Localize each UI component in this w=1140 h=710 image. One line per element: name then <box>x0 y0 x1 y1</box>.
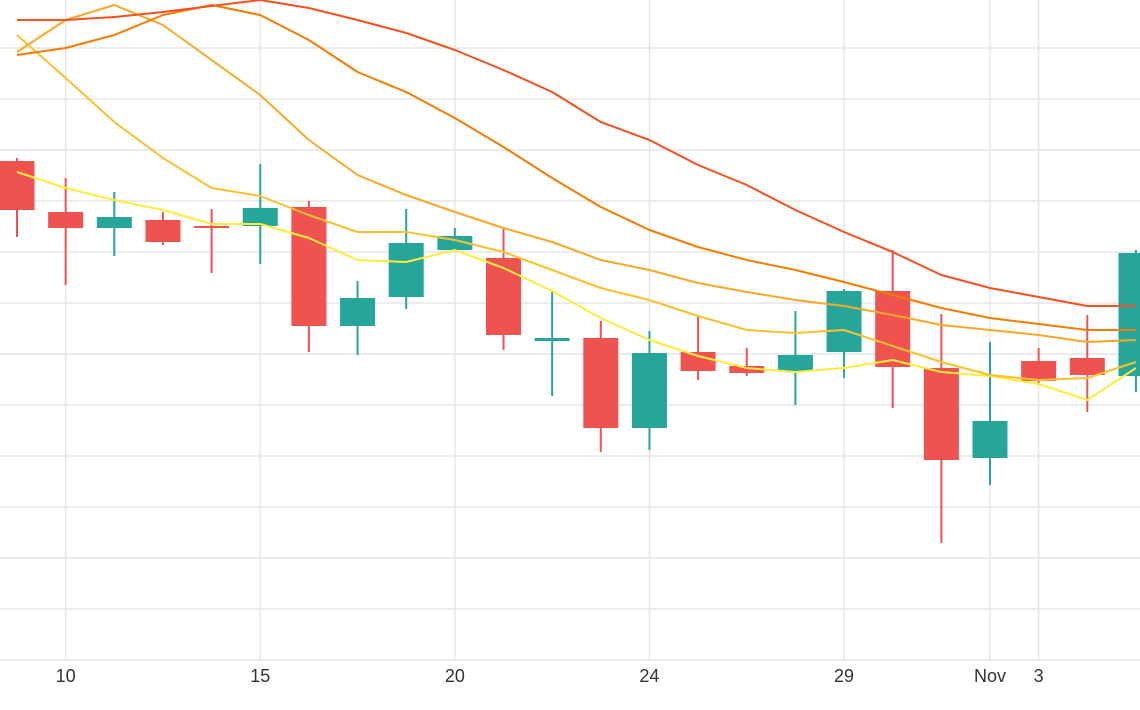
candle-body <box>388 243 424 297</box>
candle-body <box>242 208 278 226</box>
x-tick-label: 3 <box>1034 666 1044 686</box>
candle-body <box>48 212 84 228</box>
candle-body <box>875 291 911 367</box>
candle-body <box>729 366 765 373</box>
candle-body <box>631 353 667 428</box>
candle-body <box>1069 358 1105 375</box>
candle-body <box>583 338 619 428</box>
x-tick-label: 24 <box>639 666 659 686</box>
ma-line <box>17 0 1136 307</box>
grid <box>0 0 1140 661</box>
ma-line <box>16 34 1137 381</box>
candles <box>0 158 1140 543</box>
candle-body <box>923 368 959 460</box>
candle-body <box>96 217 132 228</box>
ma-line <box>16 171 1137 401</box>
candle-body <box>1118 253 1140 376</box>
x-tick-label: 10 <box>56 666 76 686</box>
candle-body <box>534 338 570 341</box>
candle-body <box>291 207 327 326</box>
candle-body <box>194 226 230 228</box>
candle-body <box>777 355 813 371</box>
x-tick-label: 20 <box>445 666 465 686</box>
candle-body <box>826 291 862 352</box>
moving-averages <box>16 0 1137 401</box>
x-tick-label: 15 <box>250 666 270 686</box>
candle-body <box>972 421 1008 458</box>
candle-body <box>145 220 181 242</box>
x-tick-label: 29 <box>834 666 854 686</box>
candle-body <box>340 298 376 326</box>
candle-body <box>1021 361 1057 381</box>
candle-body <box>486 258 521 335</box>
candle-body <box>0 161 35 210</box>
candle-body <box>680 352 716 371</box>
ma-line <box>16 4 1136 343</box>
x-tick-label: Nov <box>974 666 1006 686</box>
